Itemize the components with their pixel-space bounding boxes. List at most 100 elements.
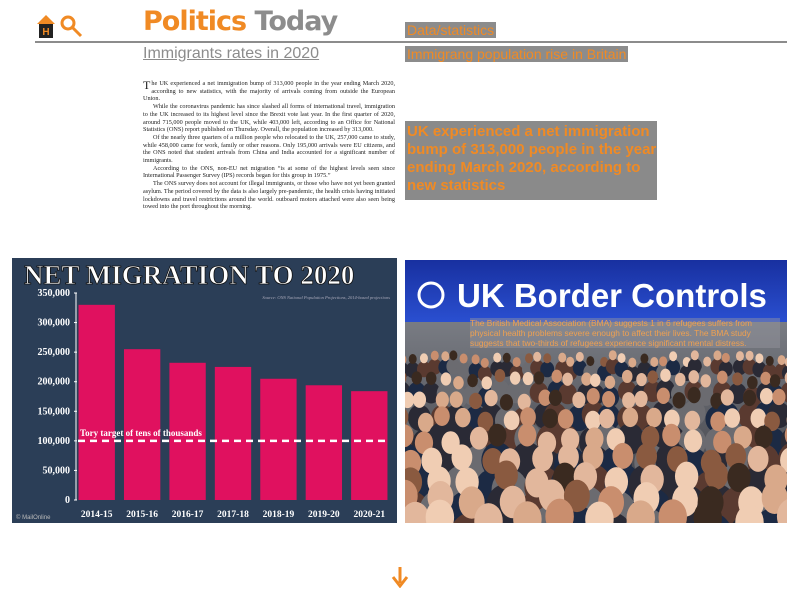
- crowd-head: [453, 376, 464, 390]
- y-tick-label: 50,000: [43, 465, 71, 476]
- crowd-head: [488, 423, 507, 447]
- crowd-head: [674, 461, 699, 491]
- crowd-head: [509, 371, 521, 385]
- crowd-head: [477, 411, 494, 432]
- crowd-head: [425, 371, 437, 385]
- crowd-head: [688, 370, 700, 384]
- crowd-head: [411, 371, 423, 385]
- crowd-head: [474, 503, 503, 523]
- crowd-head: [636, 443, 658, 470]
- crowd-head: [621, 369, 633, 384]
- crowd-body: [456, 361, 471, 378]
- crowd-head: [713, 430, 732, 454]
- bar: [260, 378, 297, 500]
- y-tick-label: 250,000: [38, 347, 71, 358]
- crowd-head: [669, 351, 678, 362]
- x-tick-label: 2019-20: [308, 510, 340, 520]
- crowd-head: [687, 386, 701, 404]
- crowd-head: [585, 410, 601, 431]
- bar: [123, 349, 161, 500]
- crowd-head: [743, 389, 757, 407]
- crowd-head: [551, 369, 563, 383]
- article-paragraph: While the coronavirus pandemic has since…: [143, 103, 395, 134]
- crowd-head: [494, 369, 506, 383]
- chart-title: NET MIGRATION TO 2020: [24, 260, 354, 290]
- crowd-head: [608, 350, 617, 361]
- crowd-head: [562, 372, 573, 386]
- crowd-head: [417, 412, 434, 433]
- crowd-head: [710, 411, 727, 432]
- crowd-head: [720, 389, 734, 406]
- crowd-head: [543, 353, 552, 364]
- crowd-body: [687, 358, 702, 375]
- crowd-head: [674, 372, 686, 387]
- crowd-head: [750, 408, 767, 429]
- y-tick-label: 350,000: [38, 288, 71, 299]
- bar: [78, 304, 115, 500]
- crowd-head: [784, 427, 787, 443]
- crowd-head: [480, 357, 489, 368]
- house-letter: H: [42, 27, 49, 38]
- brand-word: Today: [254, 6, 339, 37]
- crowd-head: [664, 409, 680, 430]
- sign-board: [405, 260, 787, 322]
- crowd-head: [725, 443, 747, 470]
- crowd-head: [434, 406, 450, 426]
- crowd-head: [405, 501, 430, 523]
- crowd-head: [589, 373, 601, 387]
- crowd-head: [513, 501, 542, 523]
- crowd-head: [769, 374, 781, 388]
- photo-caption: The British Medical Association (BMA) su…: [470, 318, 780, 348]
- crowd-head: [658, 499, 687, 523]
- brand-word: Politics: [143, 6, 247, 37]
- crowd-head: [650, 356, 659, 367]
- section-label: Data/statistics: [405, 22, 497, 38]
- crowd-head: [683, 429, 703, 453]
- crowd-head: [755, 353, 764, 364]
- y-tick-label: 150,000: [38, 406, 71, 417]
- crowd-head: [449, 350, 458, 361]
- crowd-head: [684, 410, 701, 431]
- crowd-head: [622, 392, 636, 409]
- crowd-head: [735, 351, 744, 362]
- house-roof: [37, 15, 55, 24]
- bar: [214, 366, 252, 500]
- y-tick-label: 0: [65, 495, 70, 506]
- crowd-head: [721, 352, 730, 363]
- crowd-head: [710, 392, 724, 410]
- crowd-head: [700, 374, 712, 388]
- crowd-head: [517, 393, 531, 411]
- crowd-head: [690, 350, 699, 361]
- crowd-head: [745, 350, 754, 361]
- down-arrow[interactable]: [391, 566, 409, 588]
- crowd-head: [727, 462, 751, 493]
- crowd-head: [586, 356, 595, 367]
- crowd-head: [772, 388, 786, 406]
- crowd-head: [724, 408, 741, 428]
- crowd-head: [469, 392, 483, 410]
- article-paragraph: According to the ONS, non-EU net migrati…: [143, 164, 395, 180]
- x-tick-label: 2017-18: [217, 510, 249, 520]
- crowd-head: [538, 389, 552, 406]
- x-tick-label: 2014-15: [81, 510, 113, 520]
- target-label: Tory target of tens of thousands: [80, 428, 202, 438]
- crowd-head: [484, 389, 498, 407]
- crowd-body: [540, 361, 555, 378]
- crowd-head: [612, 442, 634, 469]
- crowd-head: [693, 500, 722, 523]
- crowd-head: [581, 372, 592, 386]
- crowd-head: [732, 372, 743, 386]
- photo: UK Border Controls: [405, 260, 787, 523]
- crowd-head: [759, 387, 774, 405]
- crowd-head: [451, 444, 473, 471]
- crowd-head: [545, 498, 574, 523]
- crowd-head: [754, 425, 773, 449]
- crowd-head: [533, 351, 542, 362]
- crowd-head: [641, 426, 660, 449]
- crowd-head: [747, 445, 769, 472]
- crowd-head: [717, 370, 728, 384]
- crowd-head: [660, 368, 671, 382]
- crowd-head: [518, 423, 537, 447]
- crowd-head: [558, 352, 567, 363]
